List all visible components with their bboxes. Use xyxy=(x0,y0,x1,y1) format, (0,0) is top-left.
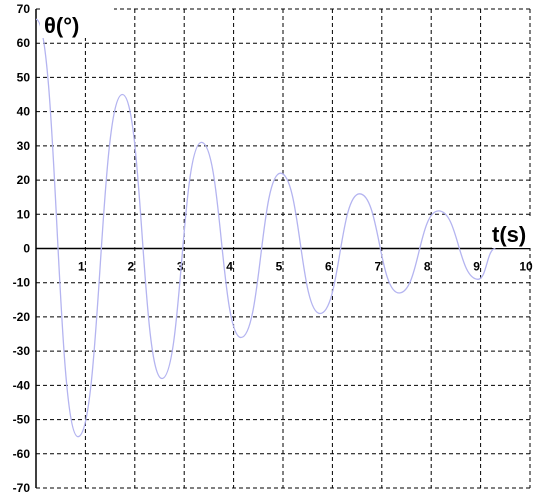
series-line xyxy=(35,18,496,438)
y-tick-label: -10 xyxy=(13,276,31,290)
x-tick-label: 6 xyxy=(325,260,332,274)
y-tick-label: -40 xyxy=(13,378,31,392)
y-axis-title-bg xyxy=(40,6,114,38)
y-tick-label: -50 xyxy=(13,413,31,427)
y-tick-label: -70 xyxy=(13,481,31,495)
data-points xyxy=(35,18,496,437)
x-tick-label: 7 xyxy=(374,260,381,274)
y-tick-label: 50 xyxy=(17,70,31,84)
y-tick-label: 40 xyxy=(17,105,31,119)
axes xyxy=(35,9,530,488)
y-tick-label: 60 xyxy=(17,36,31,50)
x-tick-label: 2 xyxy=(127,260,134,274)
y-axis-title: θ(°) xyxy=(44,13,79,38)
x-tick-label: 5 xyxy=(276,260,283,274)
x-tick-label: 9 xyxy=(473,260,480,274)
x-tick-label: 3 xyxy=(177,260,184,274)
y-tick-label: 10 xyxy=(17,207,31,221)
x-tick-label: 4 xyxy=(226,260,233,274)
y-tick-label: 0 xyxy=(23,242,30,256)
y-tick-label: -20 xyxy=(13,310,31,324)
x-tick-label: 10 xyxy=(519,260,533,274)
x-axis-title-bg xyxy=(492,216,539,248)
x-tick-labels: 1 2 3 4 5 6 7 8 9 10 xyxy=(78,260,533,274)
y-tick-label: -60 xyxy=(13,447,31,461)
y-tick-label: 20 xyxy=(17,173,31,187)
y-tick-label: 70 xyxy=(17,2,31,16)
y-tick-label: 30 xyxy=(17,139,31,153)
y-tick-label: -30 xyxy=(13,344,31,358)
x-tick-label: 8 xyxy=(424,260,431,274)
x-tick-label: 1 xyxy=(78,260,85,274)
y-tick-labels: 70 60 50 40 30 20 10 0 -10 -20 -30 -40 -50 -60 -70 xyxy=(13,2,31,495)
x-axis-title: t(s) xyxy=(492,222,526,247)
